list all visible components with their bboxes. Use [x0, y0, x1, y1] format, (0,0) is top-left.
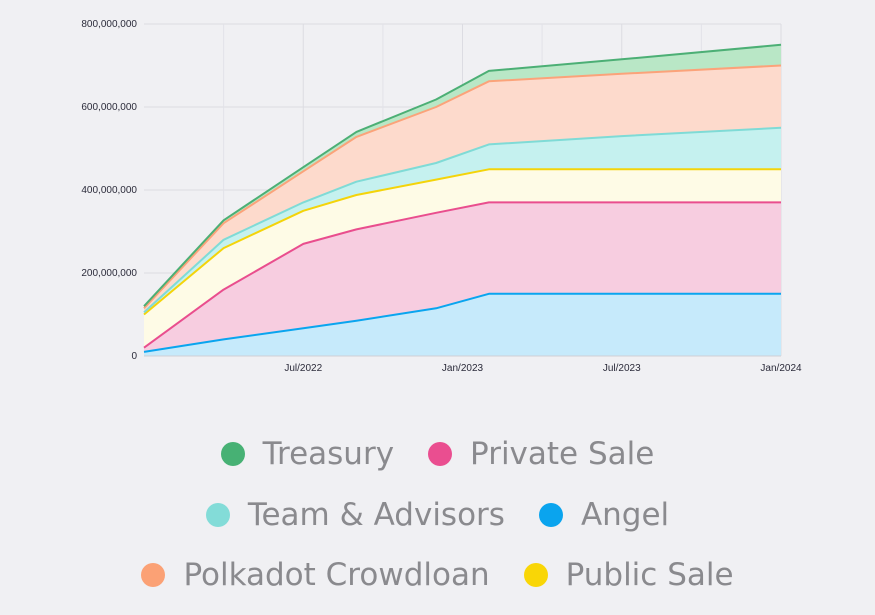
- legend-dot-polkadot-crowdloan: [141, 563, 166, 587]
- area-polkadot-crowdloan: [144, 65, 781, 313]
- y-tick-label: 0: [131, 351, 137, 362]
- area-private-sale: [144, 202, 781, 352]
- x-tick-label: Jul/2023: [603, 363, 641, 374]
- x-tick-label: Jul/2022: [284, 363, 322, 374]
- legend-item-polkadot-crowdloan: Polkadot Crowdloan: [141, 557, 490, 593]
- legend-dot-public-sale: [523, 563, 548, 587]
- legend-item-private-sale: Private Sale: [428, 436, 654, 472]
- legend-dot-team-advisors: [205, 503, 230, 527]
- line-treasury: [143, 43, 782, 307]
- chart-axes: 0 200,000,000 400,000,000 600,000,000 800,00…: [81, 19, 802, 374]
- x-tick-label: Jan/2023: [442, 363, 484, 374]
- legend-label-private-sale: Private Sale: [470, 436, 655, 472]
- legend-row-2: Team & Advisors Angel: [0, 497, 875, 533]
- legend-row-1: Treasury Private Sale: [0, 436, 875, 472]
- legend-item-treasury: Treasury: [220, 436, 395, 472]
- chart-canvas: 0 200,000,000 400,000,000 600,000,000 800,00…: [81, 19, 802, 374]
- legend-dot-angel: [538, 503, 563, 527]
- area-team-advisors: [144, 127, 781, 315]
- area-angel: [144, 293, 781, 356]
- legend-row-3: Polkadot Crowdloan Public Sale: [0, 557, 875, 593]
- legend-label-angel: Angel: [580, 497, 670, 533]
- area-public-sale: [144, 169, 781, 348]
- legend-label-team-advisors: Team & Advisors: [247, 497, 505, 533]
- chart-series-lines: [143, 43, 782, 353]
- legend-item-team-advisors: Team & Advisors: [205, 497, 505, 533]
- line-public-sale: [143, 168, 781, 316]
- y-tick-label: 400,000,000: [81, 185, 137, 196]
- legend-item-angel: Angel: [538, 497, 670, 533]
- line-private-sale: [143, 201, 781, 349]
- legend-label-polkadot-crowdloan: Polkadot Crowdloan: [183, 557, 490, 593]
- legend-label-public-sale: Public Sale: [565, 557, 734, 593]
- legend-label-treasury: Treasury: [262, 436, 395, 472]
- x-tick-label: Jan/2024: [760, 363, 802, 374]
- y-tick-label: 800,000,000: [81, 19, 137, 30]
- legend-dot-private-sale: [428, 442, 453, 466]
- chart-areas: [144, 44, 781, 356]
- stacked-area-chart: 0 200,000,000 400,000,000 600,000,000 800,00…: [81, 19, 802, 374]
- line-team-advisors: [143, 126, 782, 314]
- legend-dot-treasury: [220, 442, 245, 466]
- line-angel: [143, 292, 781, 353]
- legend-item-public-sale: Public Sale: [523, 557, 734, 593]
- y-tick-label: 600,000,000: [81, 102, 137, 113]
- y-tick-label: 200,000,000: [81, 268, 137, 279]
- line-polkadot-crowdloan: [143, 64, 782, 309]
